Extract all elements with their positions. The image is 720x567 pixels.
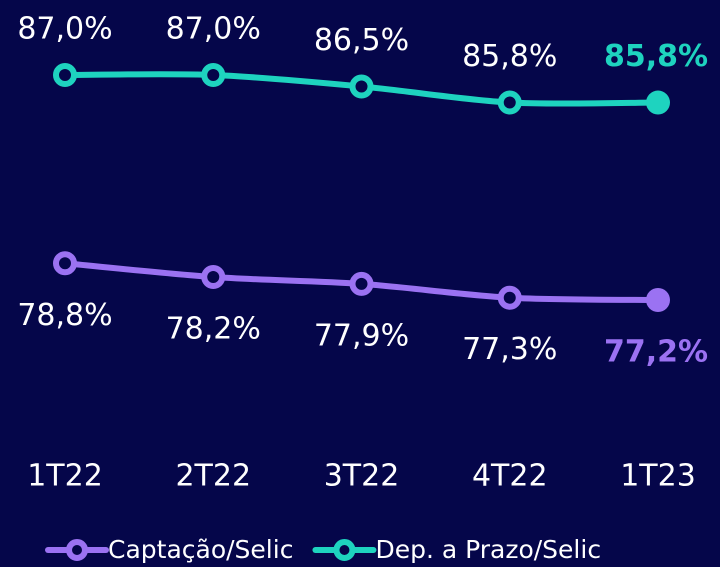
- point: [497, 285, 522, 310]
- point: [201, 63, 226, 87]
- value-label: 77,2%: [604, 335, 708, 370]
- value-label: 85,8%: [462, 39, 557, 74]
- point: [646, 90, 670, 115]
- legend-label: Captação/Selic: [108, 535, 293, 564]
- point: [497, 90, 522, 115]
- value-label: 78,8%: [17, 298, 112, 333]
- point: [53, 251, 77, 276]
- value-label: 87,0%: [166, 12, 261, 47]
- value-label: 78,2%: [166, 312, 261, 347]
- x-tick-label: 3T22: [324, 459, 400, 494]
- legend-label: Dep. a Prazo/Selic: [375, 535, 601, 564]
- point: [201, 265, 226, 290]
- legend-marker: [66, 539, 88, 561]
- point: [53, 63, 77, 87]
- value-label: 85,8%: [604, 39, 708, 74]
- x-tick-label: 2T22: [175, 459, 251, 494]
- legend-marker: [333, 539, 356, 561]
- value-label: 77,3%: [462, 332, 557, 367]
- x-tick-label: 4T22: [472, 459, 548, 494]
- point: [349, 271, 374, 296]
- value-label: 77,9%: [314, 318, 409, 353]
- value-label: 86,5%: [314, 23, 409, 58]
- point: [646, 288, 670, 312]
- x-tick-label: 1T23: [620, 459, 696, 494]
- point: [349, 74, 374, 99]
- value-label: 87,0%: [17, 12, 112, 47]
- x-tick-label: 1T22: [27, 459, 103, 494]
